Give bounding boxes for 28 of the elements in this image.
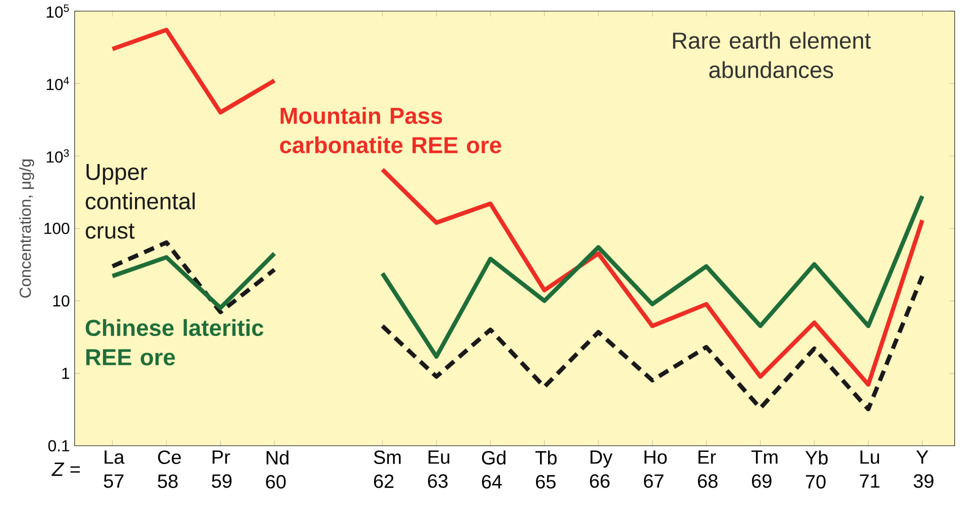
y-tick-label: 10$^{3}$ — [46, 149, 69, 162]
series-label: Chinese lateritic REE ore — [86, 318, 264, 366]
x-tick-label: Nd 60 — [266, 450, 288, 488]
text: Rare earth element abundances — [673, 32, 871, 78]
x-tick-label: Pr 59 — [212, 450, 232, 488]
x-tick-label: Lu 71 — [860, 450, 880, 488]
y-tick-label: 10$^{5}$ — [46, 4, 69, 18]
x-tick-label: Sm 62 — [374, 450, 401, 488]
x-tick-label: Tm 69 — [751, 450, 778, 488]
x-tick-label: Y 39 — [914, 450, 934, 488]
series-label: Mountain Pass carbonatite REE ore — [280, 106, 502, 154]
x-tick-label: Ce 58 — [158, 450, 181, 488]
x-tick-label: La 57 — [104, 450, 124, 488]
y-tick-label: 10$^{4}$ — [46, 76, 69, 90]
x-tick-label: Gd 64 — [482, 450, 506, 488]
series-label: Upper continental crust — [86, 164, 195, 239]
x-tick-label: Eu 63 — [428, 450, 450, 488]
y-tick-label: 1 — [62, 368, 70, 379]
y-axis-title: Concentration, μg/g — [19, 159, 34, 298]
x-tick-label: Dy 66 — [590, 450, 612, 488]
text: Z = — [52, 462, 80, 476]
y-tick-label: 100 — [44, 222, 70, 234]
x-tick-label: Er 68 — [698, 450, 718, 488]
y-tick-label: 10 — [53, 295, 70, 306]
y-tick-label: 0.1 — [48, 440, 70, 452]
x-tick-label: Tb 65 — [535, 450, 557, 488]
x-tick-label: Yb 70 — [805, 450, 828, 488]
x-tick-label: Ho 67 — [644, 450, 667, 488]
